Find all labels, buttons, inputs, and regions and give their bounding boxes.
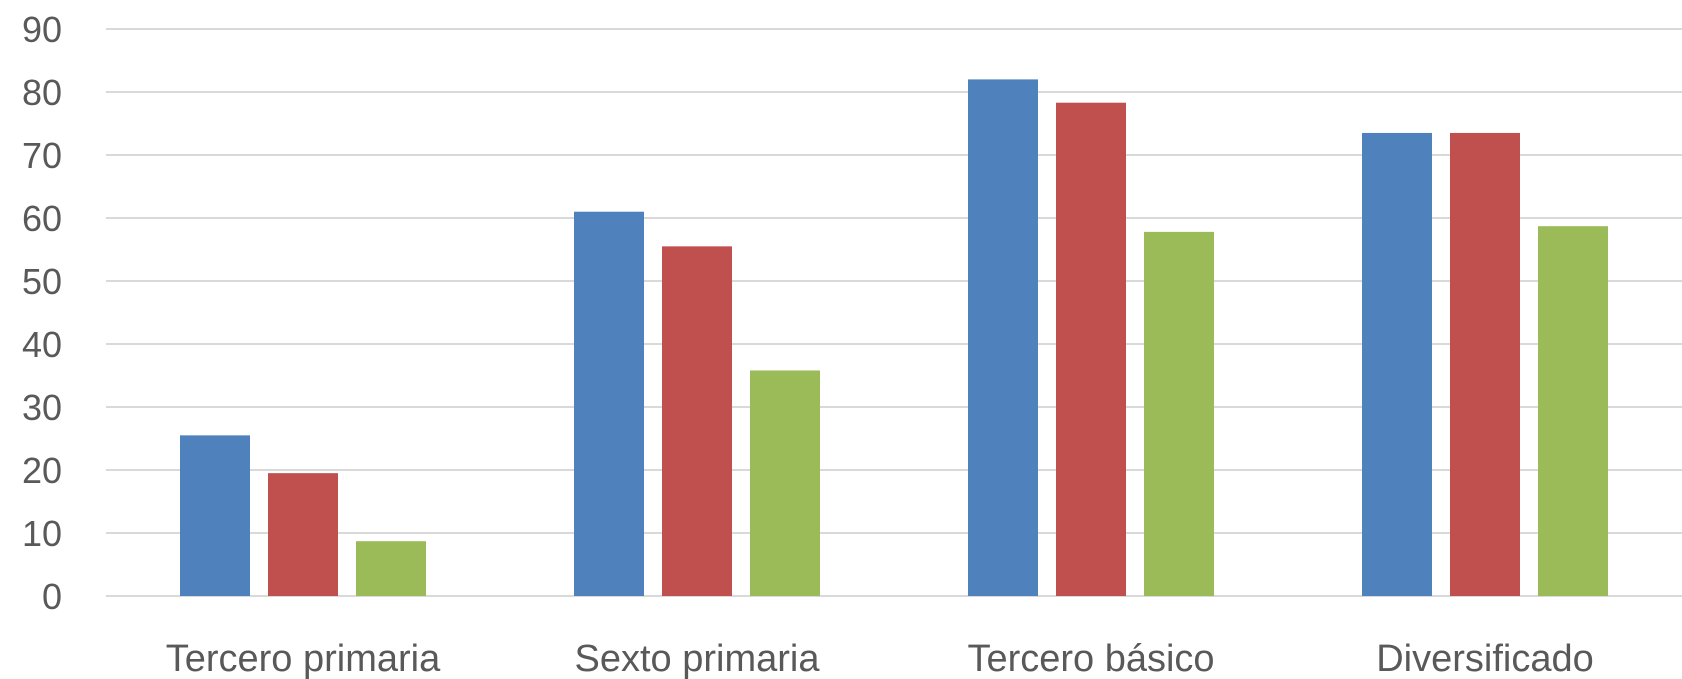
x-axis-tick-labels: Tercero primaria Sexto primaria Tercero bá… [166,638,1594,679]
x-tick-label: Diversificado [1376,638,1594,679]
y-tick-label: 70 [22,135,62,176]
bar [1450,132,1520,596]
x-tick-label: Sexto primaria [575,638,821,679]
y-tick-label: 30 [22,387,62,428]
bar [750,370,820,596]
bar [356,541,426,596]
y-tick-label: 80 [22,72,62,113]
y-tick-label: 40 [22,324,62,365]
y-tick-label: 0 [42,576,62,617]
y-tick-label: 90 [22,9,62,50]
bar [1362,132,1432,596]
bar [1538,226,1608,596]
bar [1144,231,1214,597]
y-axis-tick-labels: 0 10 20 30 40 50 60 70 80 90 [22,9,62,617]
x-tick-label: Tercero primaria [166,638,441,679]
bar [180,435,250,596]
y-tick-label: 20 [22,450,62,491]
gridlines [106,28,1682,597]
y-tick-label: 50 [22,261,62,302]
x-tick-label: Tercero básico [967,638,1214,679]
bar [574,211,644,596]
bar [268,473,338,596]
bar [1056,102,1126,597]
bar [968,79,1038,596]
y-tick-label: 60 [22,198,62,239]
y-tick-label: 10 [22,513,62,554]
bars [180,79,1608,597]
bar [662,246,732,596]
